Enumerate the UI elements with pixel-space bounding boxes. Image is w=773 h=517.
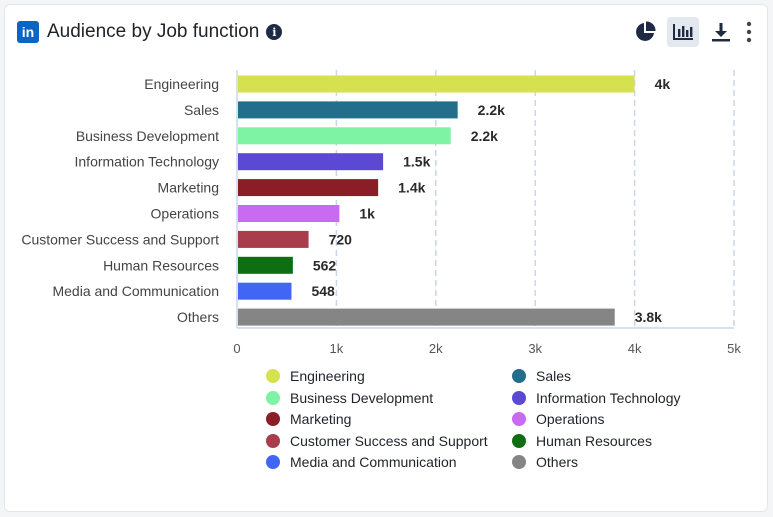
- legend-item[interactable]: Business Development: [266, 390, 512, 406]
- x-tick-label: 3k: [528, 341, 542, 356]
- legend-swatch: [266, 369, 280, 383]
- legend-label: Business Development: [290, 389, 434, 406]
- legend-item[interactable]: Engineering: [266, 368, 512, 384]
- legend-swatch: [512, 433, 526, 448]
- legend-swatch: [266, 433, 280, 448]
- legend-swatch: [512, 369, 526, 383]
- value-label: 562: [313, 257, 337, 273]
- category-label: Engineering: [144, 76, 219, 92]
- legend-swatch: [512, 412, 526, 426]
- bar: [238, 282, 292, 300]
- category-label: Media and Communication: [52, 283, 219, 299]
- category-label: Marketing: [158, 180, 219, 196]
- legend-item[interactable]: Customer Success and Support: [266, 433, 512, 449]
- x-tick-label: 2k: [429, 341, 443, 356]
- legend-swatch: [266, 412, 280, 426]
- chart-toolbar: [629, 17, 755, 47]
- bar: [238, 179, 379, 197]
- legend-label: Information Technology: [536, 389, 681, 406]
- legend-item[interactable]: Information Technology: [512, 390, 706, 406]
- value-label: 720: [329, 231, 353, 247]
- legend-item[interactable]: Operations: [512, 411, 706, 427]
- legend-item[interactable]: Marketing: [266, 411, 512, 427]
- bar: [238, 127, 451, 145]
- download-button[interactable]: [705, 17, 737, 47]
- value-label: 2.2k: [471, 128, 498, 144]
- bar: [238, 230, 309, 248]
- category-label: Others: [177, 309, 219, 325]
- card-header: in Audience by Job function i: [17, 19, 283, 45]
- linkedin-logo-icon: in: [17, 21, 39, 43]
- chart-legend: Engineering Sales Business Development Info…: [266, 368, 706, 470]
- legend-swatch: [512, 455, 526, 469]
- bar-chart-button[interactable]: [667, 17, 699, 47]
- legend-swatch: [266, 455, 280, 469]
- info-icon[interactable]: i: [266, 24, 283, 40]
- x-tick-label: 5k: [727, 341, 741, 356]
- legend-label: Operations: [536, 411, 605, 427]
- legend-item[interactable]: Sales: [512, 368, 706, 384]
- bar: [238, 101, 458, 119]
- category-label: Sales: [184, 102, 219, 118]
- legend-swatch: [512, 390, 526, 405]
- value-label: 3.8k: [635, 309, 662, 325]
- pie-chart-button[interactable]: [629, 17, 661, 47]
- legend-label: Marketing: [290, 411, 352, 427]
- category-label: Human Resources: [103, 257, 219, 273]
- category-label: Customer Success and Support: [21, 231, 219, 247]
- legend-label: Human Resources: [536, 432, 652, 449]
- value-label: 4k: [655, 76, 671, 92]
- legend-label: Others: [536, 454, 579, 470]
- category-label: Business Development: [76, 128, 219, 144]
- value-label: 1.5k: [403, 154, 430, 170]
- legend-item[interactable]: Media and Communication: [266, 454, 512, 470]
- legend-label: Engineering: [290, 368, 365, 384]
- legend-label: Sales: [536, 368, 572, 384]
- x-tick-label: 4k: [628, 341, 642, 356]
- value-label: 1.4k: [398, 180, 425, 196]
- category-label: Operations: [151, 206, 219, 222]
- bar: [238, 308, 615, 326]
- value-label: 548: [311, 283, 335, 299]
- value-label: 2.2k: [478, 102, 505, 118]
- download-icon: [712, 23, 730, 42]
- chart-title: Audience by Job function: [47, 21, 260, 42]
- value-label: 1k: [359, 206, 375, 222]
- legend-item[interactable]: Human Resources: [512, 433, 706, 449]
- category-label: Information Technology: [75, 154, 220, 170]
- legend-label: Media and Communication: [290, 454, 457, 470]
- bar: [238, 256, 293, 274]
- bar: [238, 75, 635, 93]
- x-tick-label: 1k: [330, 341, 344, 356]
- pie-chart-icon: [636, 21, 656, 41]
- bar: [238, 153, 384, 171]
- bar-chart-icon: [673, 24, 693, 40]
- x-tick-label: 0: [233, 341, 240, 356]
- legend-label: Customer Success and Support: [290, 432, 488, 449]
- legend-item[interactable]: Others: [512, 454, 706, 470]
- more-options-button[interactable]: [743, 17, 755, 47]
- bar: [238, 205, 340, 222]
- more-vertical-icon: [746, 21, 752, 43]
- legend-swatch: [266, 390, 280, 405]
